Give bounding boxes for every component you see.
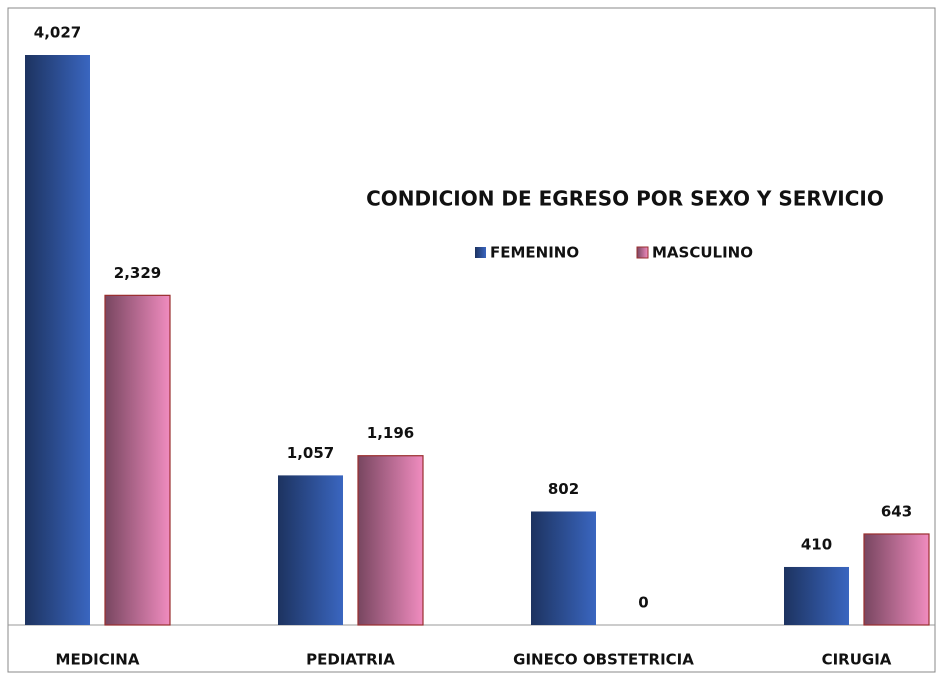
data-label: 0 bbox=[638, 594, 648, 612]
data-label: 2,329 bbox=[114, 264, 161, 282]
data-label: 4,027 bbox=[34, 24, 81, 42]
legend-label: FEMENINO bbox=[490, 244, 579, 262]
bar bbox=[104, 294, 171, 626]
bar bbox=[357, 455, 424, 626]
data-label: 1,196 bbox=[367, 424, 414, 442]
bar bbox=[784, 566, 849, 625]
data-label: 802 bbox=[548, 480, 579, 498]
data-label: 643 bbox=[881, 502, 912, 520]
bar bbox=[25, 55, 90, 625]
legend-swatch bbox=[636, 246, 649, 259]
data-label: 1,057 bbox=[287, 444, 334, 462]
bar bbox=[531, 511, 596, 625]
legend-swatch bbox=[475, 247, 486, 258]
x-tick-label: PEDIATRIA bbox=[306, 651, 395, 669]
bar bbox=[863, 533, 930, 626]
x-tick-label: CIRUGIA bbox=[822, 651, 892, 669]
legend-label: MASCULINO bbox=[652, 244, 753, 262]
bar bbox=[278, 475, 343, 625]
x-tick-label: GINECO OBSTETRICIA bbox=[513, 651, 694, 669]
data-label: 410 bbox=[801, 535, 832, 553]
x-tick-label: MEDICINA bbox=[56, 651, 140, 669]
chart-title: CONDICION DE EGRESO POR SEXO Y SERVICIO bbox=[366, 187, 884, 211]
